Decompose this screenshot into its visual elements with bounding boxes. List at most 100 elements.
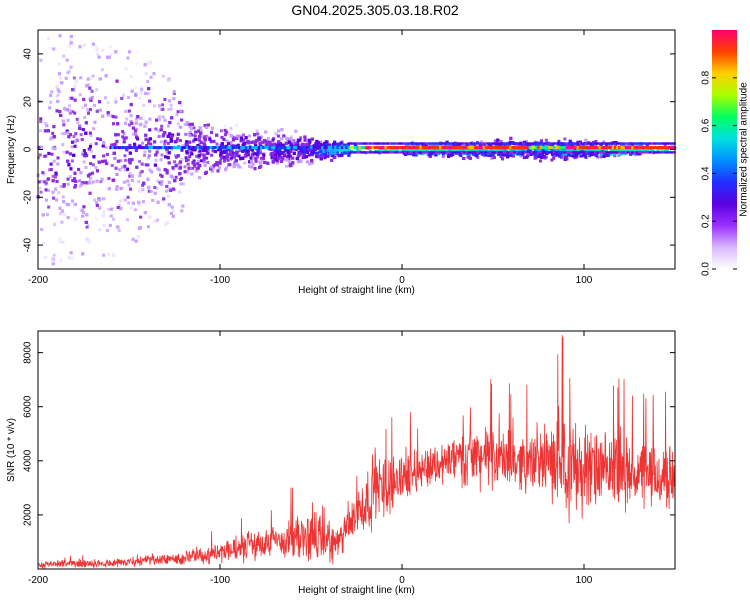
spectrogram-cell: [100, 68, 104, 72]
spectrogram-cell: [94, 200, 98, 204]
spectrogram-cell: [160, 124, 164, 128]
spectrogram-cell: [126, 195, 130, 199]
spectrogram-cell: [187, 148, 191, 152]
spectrogram-cell: [108, 45, 112, 49]
spectrogram-cell: [181, 182, 185, 186]
spectrogram-cell: [129, 119, 133, 123]
spectrogram-cell: [140, 88, 144, 92]
spectrogram-cell: [279, 142, 283, 146]
spectrogram-cell: [50, 152, 54, 156]
spectrogram-cell: [238, 149, 242, 153]
spectrogram-cell: [160, 124, 164, 128]
spectrogram-cell: [123, 164, 127, 168]
spectrogram-cell: [70, 140, 74, 144]
spectrogram-cell: [94, 165, 98, 169]
spectrogram-cell: [88, 172, 92, 176]
spectrogram-cell: [179, 104, 183, 108]
spectrogram-cell: [73, 144, 77, 148]
spectrogram-cell: [125, 117, 129, 121]
spectrogram-cell: [166, 124, 170, 128]
spectrogram-cell: [438, 148, 442, 152]
spectrogram-cell: [141, 188, 145, 192]
spectrogram-cell: [179, 182, 183, 186]
spectrogram-cell: [178, 190, 182, 194]
spectrogram-cell: [206, 147, 210, 151]
spectrogram-cell: [142, 104, 146, 108]
spectrogram-cell: [247, 139, 251, 143]
spectrogram-cell: [114, 115, 118, 119]
spectrogram-cell: [70, 159, 74, 163]
spectrogram-cell: [60, 220, 64, 224]
spectrogram-cell: [38, 186, 42, 190]
spectrogram-cell: [188, 155, 192, 159]
spectrogram-cell: [173, 160, 177, 164]
spectrogram-cell: [148, 99, 152, 103]
spectrogram-cell: [90, 171, 94, 175]
spectrogram-cell: [112, 217, 116, 221]
spectrogram-cell: [287, 156, 291, 160]
spectrogram-cell: [222, 159, 226, 163]
spectrogram-cell: [43, 180, 47, 184]
spectrogram-cell: [40, 145, 44, 149]
spectrogram-cell: [223, 133, 227, 137]
spectrogram-cell: [296, 140, 300, 144]
spectrogram-cell: [227, 163, 231, 167]
spectrogram-cell: [123, 198, 127, 202]
spectrogram-cell: [51, 262, 55, 266]
spectrogram-cell: [141, 183, 145, 187]
spectrogram-cell: [179, 104, 183, 108]
spectrogram-cell: [82, 97, 86, 101]
spectrogram-cell: [73, 177, 77, 181]
spectrogram-cell: [133, 208, 137, 212]
spectrogram-cell: [128, 171, 132, 175]
spectrogram-cell: [176, 122, 180, 126]
spectrogram-cell: [127, 109, 131, 113]
spectrogram-cell: [65, 108, 69, 112]
spectrogram-cell: [294, 129, 298, 133]
spectrogram-cell: [195, 154, 199, 158]
spectrogram-cell: [447, 152, 451, 156]
spectrogram-cell: [178, 164, 182, 168]
spectrogram-cell: [196, 159, 200, 163]
spectrogram-cell: [39, 58, 43, 62]
spectrogram-cell: [106, 228, 110, 232]
spectrogram-cell: [171, 165, 175, 169]
spectrogram-cell: [79, 76, 83, 80]
spectrogram-cell: [72, 76, 76, 80]
spectrogram-cell: [53, 175, 57, 179]
spectrogram-cell: [178, 164, 182, 168]
spectrogram-cell: [95, 48, 99, 52]
spectrogram-cell: [111, 207, 115, 211]
spectrogram-cell: [129, 114, 133, 118]
spectrogram-cell: [49, 168, 53, 172]
spectrogram-cell: [129, 187, 133, 191]
spectrogram-cell: [113, 156, 117, 160]
spectrogram-cell: [64, 76, 68, 80]
spectrogram-cell: [68, 175, 72, 179]
spectrogram-cell: [58, 212, 62, 216]
spectrogram-cell: [180, 209, 184, 213]
spectrogram-cell: [105, 161, 109, 165]
spectrogram-cell: [82, 160, 86, 164]
spectrogram-cell: [131, 237, 135, 241]
spectrogram-cell: [75, 117, 79, 121]
spectrogram-cell: [123, 132, 127, 136]
spectrogram-cell: [44, 121, 48, 125]
spectrogram-cell: [141, 188, 145, 192]
spectrogram-cell: [538, 152, 542, 156]
spectrogram-cell: [82, 154, 86, 158]
spectrogram-cell: [123, 168, 127, 172]
spectrogram-cell: [135, 50, 139, 54]
spectrogram-cell: [266, 136, 270, 140]
spectrogram-cell: [131, 237, 135, 241]
spectrogram-cell: [47, 151, 51, 155]
spectrogram-cell: [192, 133, 196, 137]
spectrogram-cell: [110, 143, 114, 147]
spectrogram-cell: [122, 93, 126, 97]
spectrogram-cell: [337, 154, 341, 158]
spectrogram-cell: [49, 100, 53, 104]
spectrogram-cell: [73, 144, 77, 148]
spectrogram-cell: [172, 97, 176, 101]
spectrogram-cell: [146, 80, 150, 84]
